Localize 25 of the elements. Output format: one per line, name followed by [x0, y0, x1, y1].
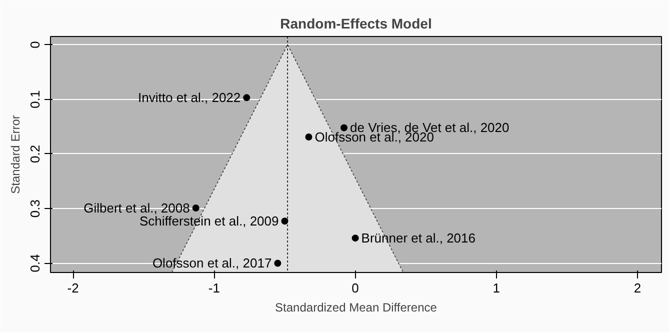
- y-tick-label: 0: [28, 41, 42, 48]
- y-tick-label: 0.2: [28, 144, 42, 163]
- point: [352, 234, 359, 242]
- point: [274, 260, 282, 267]
- point: [192, 204, 200, 212]
- x-tick-label: -1: [208, 280, 220, 296]
- annotation: Invitto et al., 2022: [138, 90, 241, 106]
- point: [340, 124, 348, 132]
- x-tick-label: -2: [67, 280, 79, 296]
- chart-title: Random-Effects Model: [280, 16, 432, 32]
- annotation: Schifferstein et al., 2009: [140, 214, 279, 229]
- x-axis-title: Standardized Mean Difference: [275, 300, 438, 314]
- point: [281, 218, 288, 225]
- y-tick-label: 0.1: [28, 90, 42, 108]
- annotation: Olofsson et al., 2017: [152, 256, 272, 271]
- annotation: Gilbert et al., 2008: [84, 200, 190, 216]
- annotation: Brünner et al., 2016: [361, 230, 476, 246]
- x-tick-label: 1: [492, 280, 500, 296]
- y-axis-title: Standard Error: [8, 115, 22, 194]
- x-tick-label: 2: [634, 280, 642, 296]
- y-tick-label: 0.4: [28, 254, 42, 272]
- x-tick-label: 0: [352, 280, 359, 296]
- point: [243, 94, 250, 102]
- y-tick-label: 0.3: [28, 200, 42, 218]
- point: [305, 134, 312, 141]
